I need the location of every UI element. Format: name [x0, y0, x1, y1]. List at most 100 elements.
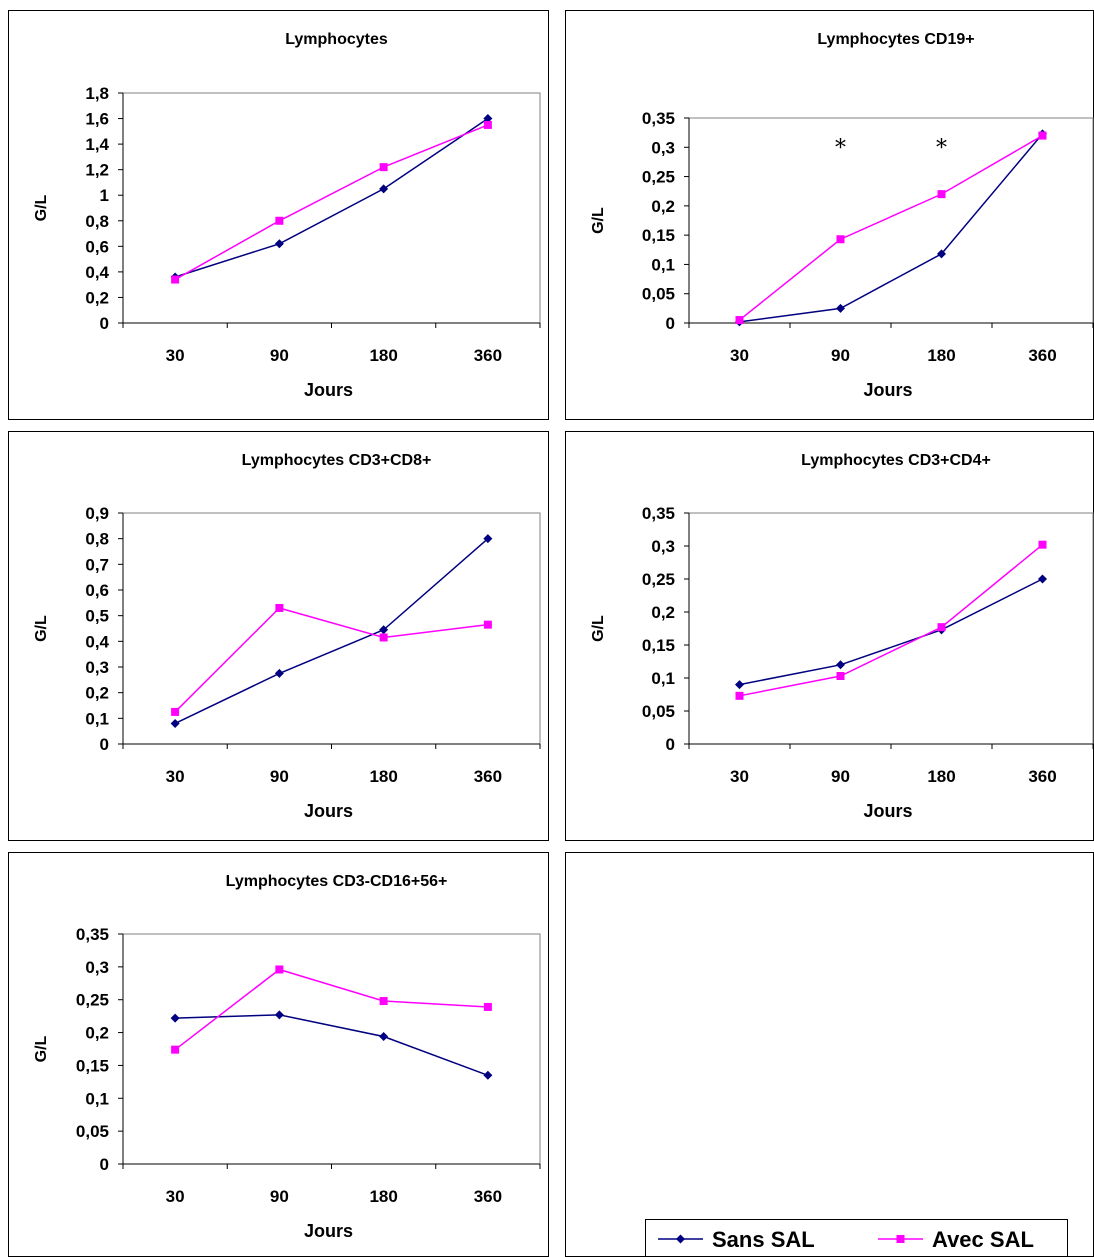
- y-tick-label: 0,15: [642, 636, 675, 655]
- data-point: [483, 114, 493, 124]
- data-point: [274, 1010, 284, 1020]
- data-point: [274, 668, 284, 678]
- x-tick-label: 90: [831, 767, 850, 786]
- x-tick-label: 30: [730, 767, 749, 786]
- y-tick-label: 0,4: [85, 263, 109, 282]
- y-tick-label: 0,25: [642, 168, 675, 187]
- x-tick-label: 90: [831, 346, 850, 365]
- legend-panel: [565, 852, 1094, 1257]
- data-point: [1038, 540, 1047, 549]
- y-tick-label: 0,15: [642, 226, 675, 245]
- y-tick-label: 0,7: [85, 555, 109, 574]
- series-sans-sal: [170, 1010, 493, 1080]
- data-point: [836, 303, 845, 313]
- y-tick-label: 0,9: [85, 504, 109, 523]
- y-tick-label: 0: [100, 735, 109, 754]
- y-tick-label: 0,05: [642, 285, 675, 304]
- y-tick-label: 0,1: [651, 669, 675, 688]
- chart-border: [8, 431, 549, 841]
- data-point: [379, 625, 389, 635]
- y-tick-label: 0,8: [85, 530, 109, 549]
- data-point: [170, 1013, 180, 1023]
- data-point: [171, 707, 180, 716]
- legend-entry-avec-sal: Avec SAL: [878, 1227, 1034, 1252]
- data-point: [275, 216, 284, 225]
- x-axis-label: Jours: [863, 801, 912, 821]
- x-tick-label: 90: [270, 346, 289, 365]
- series-line: [174, 124, 489, 281]
- data-point: [735, 316, 744, 325]
- data-point: [483, 1070, 493, 1080]
- y-tick-label: 0,2: [651, 603, 675, 622]
- legend-marker: [896, 1235, 905, 1243]
- y-tick-label: 0,25: [76, 991, 109, 1010]
- x-tick-label: 360: [1028, 346, 1056, 365]
- y-tick-label: 0: [100, 314, 109, 333]
- series-sans-sal: [735, 574, 1047, 690]
- x-tick-label: 360: [1028, 767, 1056, 786]
- y-axis-label: G/L: [33, 194, 50, 221]
- y-tick-label: 0,05: [642, 702, 675, 721]
- data-point: [274, 239, 284, 249]
- y-tick-label: 0,1: [85, 709, 109, 728]
- y-tick-label: 0,6: [85, 237, 109, 256]
- y-tick-label: 0,8: [85, 212, 109, 231]
- y-tick-label: 0,2: [85, 288, 109, 307]
- y-axis-label: G/L: [590, 207, 607, 234]
- series-line: [739, 133, 1044, 323]
- data-point: [735, 680, 744, 690]
- chart-title: Lymphocytes CD3+CD8+: [242, 452, 432, 469]
- data-point: [275, 965, 284, 974]
- chart-title: Lymphocytes CD19+: [817, 31, 974, 48]
- y-tick-label: 0,35: [76, 925, 109, 944]
- data-point: [937, 190, 946, 199]
- y-tick-label: 0,3: [85, 958, 109, 977]
- x-tick-label: 360: [474, 346, 502, 365]
- y-tick-label: 1,6: [85, 110, 109, 129]
- data-point: [1038, 574, 1047, 584]
- y-tick-label: 0,2: [85, 1024, 109, 1043]
- y-tick-label: 0: [100, 1155, 109, 1174]
- data-point: [836, 672, 845, 681]
- series-sans-sal: [170, 114, 493, 282]
- data-point: [483, 620, 492, 629]
- data-point: [483, 1002, 492, 1011]
- series-line: [174, 968, 488, 1051]
- chart-border: [8, 10, 549, 420]
- x-tick-label: 90: [270, 1187, 289, 1206]
- series-avec-sal: [171, 603, 492, 716]
- series-line: [174, 117, 489, 278]
- series-avec-sal: [735, 131, 1047, 325]
- y-tick-label: 1: [100, 186, 109, 205]
- x-axis-label: Jours: [304, 380, 353, 400]
- x-tick-label: 360: [474, 1187, 502, 1206]
- data-point: [379, 184, 389, 194]
- y-tick-label: 0,3: [85, 658, 109, 677]
- legend-label: Sans SAL: [712, 1227, 815, 1252]
- y-tick-label: 0,3: [651, 537, 675, 556]
- y-tick-label: 0,2: [651, 197, 675, 216]
- y-tick-label: 0,4: [85, 632, 109, 651]
- y-tick-label: 0,2: [85, 684, 109, 703]
- x-tick-label: 180: [369, 346, 397, 365]
- y-tick-label: 1,8: [85, 84, 109, 103]
- series-line: [739, 544, 1043, 697]
- series-avec-sal: [171, 965, 492, 1054]
- series-line: [739, 578, 1043, 686]
- x-tick-label: 90: [270, 767, 289, 786]
- y-axis-label: G/L: [33, 1035, 50, 1062]
- data-point: [483, 534, 493, 544]
- series-avec-sal: [735, 540, 1047, 700]
- series-line: [174, 538, 489, 725]
- x-tick-label: 30: [166, 346, 185, 365]
- data-point: [275, 603, 284, 612]
- x-tick-label: 30: [166, 767, 185, 786]
- series-line: [175, 1014, 489, 1076]
- data-point: [735, 691, 744, 700]
- y-tick-label: 0,25: [642, 570, 675, 589]
- x-tick-label: 180: [369, 767, 397, 786]
- y-tick-label: 0,35: [642, 504, 675, 523]
- y-axis-label: G/L: [33, 615, 50, 642]
- y-tick-label: 0,05: [76, 1122, 109, 1141]
